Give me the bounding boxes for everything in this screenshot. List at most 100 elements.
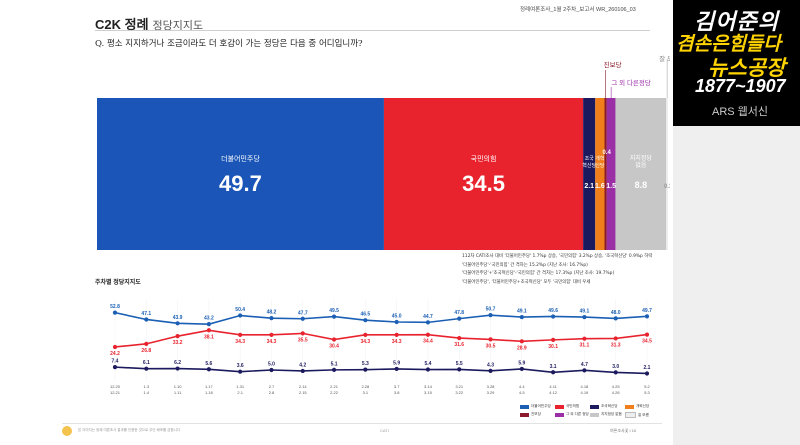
series-point <box>582 336 587 341</box>
series-point <box>582 368 587 373</box>
series-data-label: 2.1 <box>644 365 651 371</box>
footer-page: 여론조사꽃 I 10 <box>610 428 637 433</box>
series-point <box>269 332 274 337</box>
series-point <box>363 332 368 337</box>
bar-value-label: 0.3 <box>664 184 670 190</box>
bar-category-label: 혁신당 <box>582 162 596 169</box>
series-data-label: 49.7 <box>642 308 652 314</box>
series-point <box>582 314 587 320</box>
series-point <box>238 313 243 318</box>
series-data-label: 4.2 <box>299 362 306 368</box>
show-title-line1: 김어준의 <box>694 9 779 34</box>
series-data-label: 49.1 <box>517 309 527 315</box>
series-data-label: 3.6 <box>237 363 244 369</box>
series-point <box>425 320 431 325</box>
x-tick-label: 3.22 <box>455 390 464 395</box>
series-point <box>331 314 337 319</box>
x-tick-label: 2.1 <box>237 390 243 395</box>
series-data-label: 5.9 <box>518 360 525 366</box>
series-data-label: 5.4 <box>424 361 431 367</box>
legend-label: 더불어민주당 <box>531 404 551 408</box>
series-data-label: 34.3 <box>235 339 245 345</box>
series-point <box>457 316 462 321</box>
series-data-label: 47.8 <box>454 310 464 316</box>
series-point <box>457 367 462 372</box>
series-point <box>425 367 431 372</box>
callout-label-other: 그 외 다른정당 <box>611 78 651 87</box>
x-tick-label: 5.2 <box>644 384 650 389</box>
series-data-label: 49.6 <box>548 308 558 314</box>
series-point <box>551 337 556 342</box>
series-point <box>175 321 180 326</box>
series-point <box>457 335 462 341</box>
series-point <box>144 341 149 346</box>
bar-category-label: 신당 <box>595 162 605 169</box>
x-tick-label: 1.11 <box>174 390 182 395</box>
series-data-label: 28.9 <box>517 345 527 351</box>
x-tick-label: 4.12 <box>549 390 558 395</box>
legend-item: 진보당 <box>520 412 541 417</box>
series-data-label: 48.2 <box>267 310 277 316</box>
series-data-label: 24.2 <box>110 351 120 357</box>
note-line: 112차 CATI조사 대비 '더불어민주당' 1.7%p 상승, '국민의힘'… <box>462 254 653 259</box>
bar-value-label: 34.5 <box>462 171 505 196</box>
series-data-label: 7.4 <box>112 359 119 365</box>
x-tick-label: 2.8 <box>269 390 275 395</box>
series-data-label: 48.0 <box>611 310 621 316</box>
series-point <box>519 339 524 344</box>
series-data-label: 30.1 <box>548 344 558 350</box>
footer-divider <box>62 423 662 424</box>
series-line-3 <box>114 366 648 375</box>
broadcast-logo-block <box>673 0 800 126</box>
series-point <box>206 328 211 333</box>
x-tick-label: 4.18 <box>581 384 590 389</box>
series-data-label: 6.2 <box>174 360 181 366</box>
x-tick-label: 1.4 <box>144 390 150 395</box>
bar-value-label: 1.6 <box>595 183 605 190</box>
x-tick-label: 4.26 <box>612 390 621 395</box>
brand-label: C2K 정례 <box>95 17 149 32</box>
series-point <box>300 331 305 336</box>
series-data-label: 49.5 <box>329 308 339 314</box>
legend-swatch <box>625 412 636 418</box>
x-tick-label: 1.17 <box>205 384 214 389</box>
series-data-label: 4.7 <box>581 362 588 368</box>
legend-item: 잘 모름 <box>625 412 649 418</box>
series-data-label: 45.0 <box>392 314 402 320</box>
x-tick-label: 4.19 <box>581 390 590 395</box>
series-point <box>488 313 493 318</box>
series-data-label: 31.6 <box>454 342 464 348</box>
bar-value-label: 2.1 <box>584 183 594 190</box>
series-point <box>394 366 399 372</box>
note-line: '더불어민주당', '더불어민주당+조국혁신당' 모두 '국민의힘' 대비 우세 <box>462 279 591 285</box>
series-data-label: 43.2 <box>204 316 214 322</box>
series-point <box>238 369 243 374</box>
series-data-label: 33.2 <box>173 340 183 346</box>
series-point <box>175 366 180 371</box>
pollster-logo-icon <box>62 426 72 436</box>
series-data-label: 35.5 <box>298 337 308 343</box>
bar-segment-2 <box>383 98 584 250</box>
series-point <box>394 332 399 337</box>
series-data-label: 3.1 <box>550 364 557 370</box>
series-data-label: 50.7 <box>486 307 496 313</box>
bar-segment-1 <box>97 98 384 250</box>
legend-item: 그 외 다른 정당 <box>555 412 589 417</box>
series-data-label: 5.3 <box>362 361 369 367</box>
section-label: 정당지지도 <box>152 20 204 32</box>
legend-label: 진보당 <box>531 412 541 416</box>
series-point <box>144 366 149 371</box>
series-point <box>300 316 305 321</box>
x-tick-label: 2.15 <box>299 390 308 395</box>
series-point <box>551 370 556 375</box>
series-data-label: 38.1 <box>204 334 214 340</box>
bar-value-label: 0.4 <box>602 150 611 156</box>
series-data-label: 30.5 <box>486 343 496 349</box>
series-point <box>644 371 650 376</box>
x-tick-label: 3.7 <box>394 384 400 389</box>
legend-swatch <box>590 412 599 417</box>
series-point <box>613 336 618 341</box>
footer-note: 본 이미지는 정례 여론조사 결과를 인용한 것으로 무단 배포를 금합니다 <box>78 428 181 432</box>
callout-label-unknown: 잘 모름 <box>659 55 670 63</box>
legend-swatch <box>625 404 634 409</box>
